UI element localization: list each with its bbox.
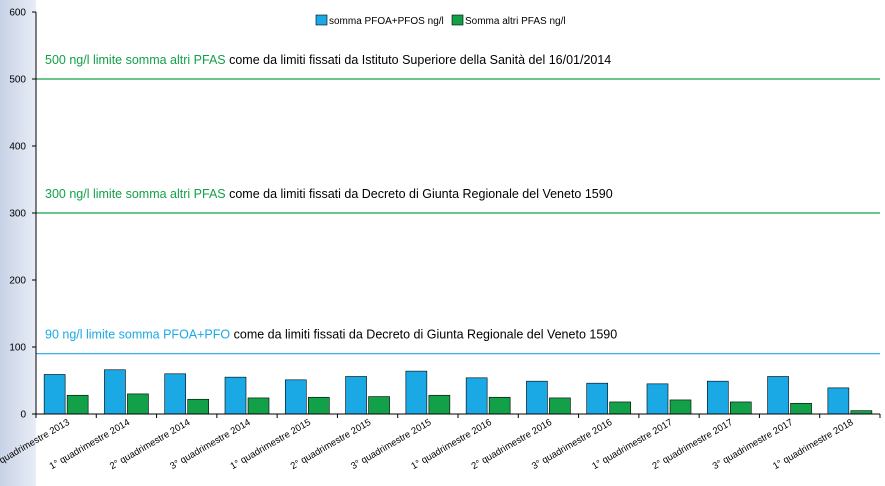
reference-lines: 500 ng/l limite somma altri PFAS come da… xyxy=(36,53,880,355)
bar-altri-pfas xyxy=(428,394,451,415)
y-tick-label: 200 xyxy=(9,276,26,287)
reference-label-rest: come da limiti fissati da Decreto di Giu… xyxy=(230,328,617,342)
bar-pfoa-pfos xyxy=(827,387,850,415)
y-tick-label: 100 xyxy=(9,343,26,354)
bar-altri-pfas xyxy=(549,397,571,415)
bar-altri-pfas xyxy=(247,397,270,415)
bar-pfoa-pfos xyxy=(465,377,488,415)
reference-line-label: 500 ng/l limite somma altri PFAS come da… xyxy=(45,53,611,67)
bar-altri-pfas xyxy=(488,396,511,415)
y-tick-label: 400 xyxy=(9,142,26,153)
bar-pfoa-pfos xyxy=(345,376,367,415)
bar-altri-pfas xyxy=(729,401,752,415)
legend: somma PFOA+PFOS ng/l Somma altri PFAS ng/… xyxy=(315,14,566,27)
reference-line-label: 90 ng/l limite somma PFOA+PFO come da li… xyxy=(45,328,617,342)
bar-altri-pfas xyxy=(127,393,149,415)
legend-swatch xyxy=(315,14,328,26)
legend-label: Somma altri PFAS ng/l xyxy=(465,16,566,27)
reference-label-rest: come da limiti fissati da Istituto Super… xyxy=(226,53,612,67)
bar-altri-pfas xyxy=(609,401,632,415)
bar-pfoa-pfos xyxy=(646,383,669,415)
legend-label: somma PFOA+PFOS ng/l xyxy=(329,16,444,27)
y-tick-label: 0 xyxy=(20,410,26,421)
y-tick-label: 500 xyxy=(9,75,26,86)
reference-label-colored: 300 ng/l limite somma altri PFAS xyxy=(45,187,226,201)
bar-altri-pfas xyxy=(307,396,330,415)
chart-left-panel xyxy=(0,0,36,486)
bar-pfoa-pfos xyxy=(706,380,729,415)
bar-altri-pfas xyxy=(368,396,390,415)
bar-pfoa-pfos xyxy=(164,373,187,415)
bar-pfoa-pfos xyxy=(586,382,609,415)
reference-label-rest: come da limiti fissati da Decreto di Giu… xyxy=(226,187,613,201)
bar-pfoa-pfos xyxy=(104,369,126,415)
bar-pfoa-pfos xyxy=(284,379,307,415)
bar-altri-pfas xyxy=(66,394,89,415)
y-tick-label: 300 xyxy=(9,209,26,220)
bar-pfoa-pfos xyxy=(767,376,789,415)
reference-line-label: 300 ng/l limite somma altri PFAS come da… xyxy=(45,187,613,201)
bar-altri-pfas xyxy=(790,402,812,415)
bar-altri-pfas xyxy=(669,399,692,415)
reference-label-colored: 90 ng/l limite somma PFOA+PFO xyxy=(45,328,230,342)
bar-altri-pfas xyxy=(187,398,210,415)
reference-label-colored: 500 ng/l limite somma altri PFAS xyxy=(45,53,226,67)
bar-pfoa-pfos xyxy=(43,374,66,415)
y-tick-label: 600 xyxy=(9,8,26,19)
bar-pfoa-pfos xyxy=(526,380,548,415)
bar-altri-pfas xyxy=(850,410,873,415)
bar-pfoa-pfos xyxy=(224,376,247,415)
legend-swatch xyxy=(451,14,464,26)
bars xyxy=(43,369,873,415)
bar-pfoa-pfos xyxy=(405,370,428,415)
